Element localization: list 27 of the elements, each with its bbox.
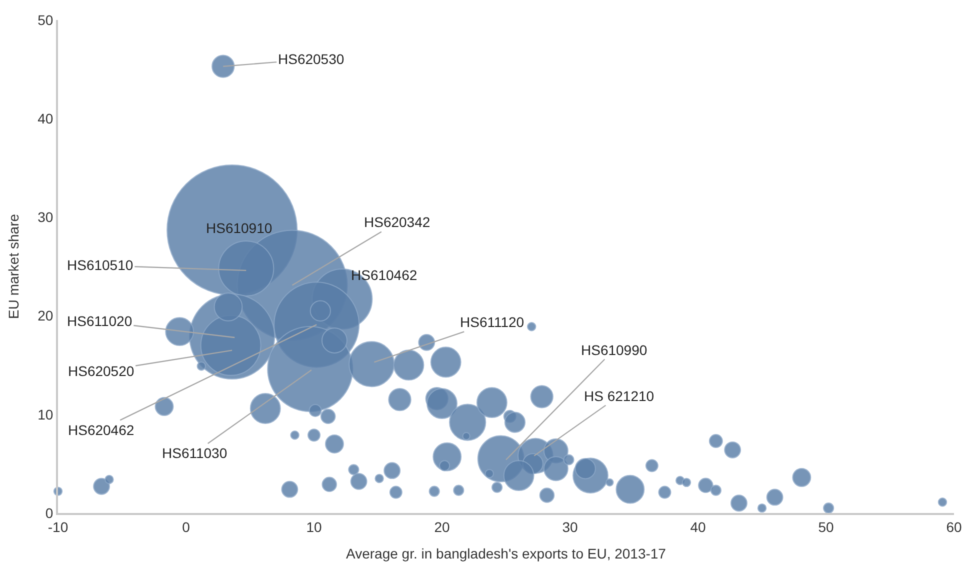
- x-tick-label: 30: [562, 518, 578, 535]
- annotation: HS620462: [68, 422, 134, 438]
- annotation: HS611020: [67, 313, 132, 329]
- annotation: HS620520: [68, 363, 134, 379]
- annotation: HS610510: [67, 257, 134, 273]
- annotation: HS620342: [364, 214, 430, 230]
- annotation: HS611120: [460, 314, 524, 330]
- annotation: HS610990: [581, 342, 648, 358]
- y-tick-label: 20: [38, 308, 54, 324]
- y-tick-label: 10: [38, 406, 54, 422]
- x-axis-title: Average gr. in bangladesh's exports to EU, 2013-17: [346, 546, 666, 562]
- annotation: HS 621210: [584, 388, 654, 404]
- x-tick-label: 10: [306, 518, 322, 535]
- annotation: HS620530: [278, 51, 344, 67]
- x-tick-label: 40: [690, 518, 706, 535]
- annotation: HS611030: [162, 445, 228, 461]
- y-tick-label: 30: [38, 209, 54, 226]
- y-axis-title: EU market share: [6, 214, 22, 320]
- y-tick-label: 40: [38, 110, 54, 126]
- x-tick-label: -10: [48, 518, 68, 535]
- x-tick-label: 50: [818, 518, 834, 535]
- x-tick-label: 60: [946, 518, 962, 535]
- x-tick-label: 20: [434, 518, 450, 535]
- annotation: HS610910: [206, 220, 272, 236]
- y-tick-label: 50: [38, 12, 54, 28]
- y-tick-label: 0: [45, 504, 54, 521]
- x-tick-label: 0: [182, 518, 190, 535]
